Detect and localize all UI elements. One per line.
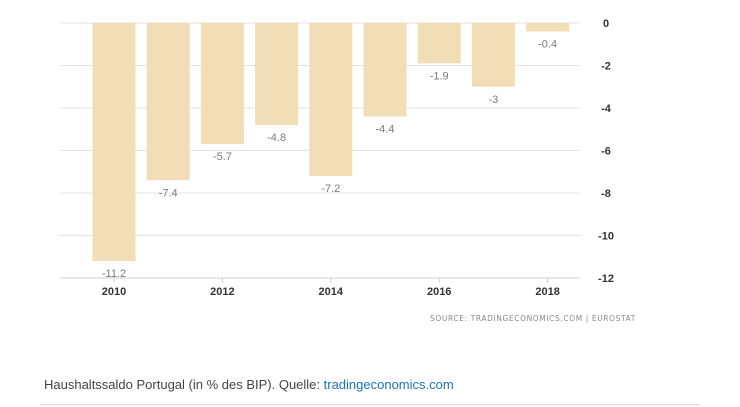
data-label: -11.2 <box>102 268 126 280</box>
bar <box>146 23 190 181</box>
chart-area: -11.2 -7.4 -5.7 -4.8 -7.2 -4.4 -1.9 -3 -0.4 2010 2… <box>60 18 636 323</box>
bar <box>92 23 136 261</box>
y-tick-label: -4 <box>601 103 612 115</box>
x-tick-label: 2014 <box>319 286 344 298</box>
x-tick-label: 2018 <box>535 286 559 298</box>
caption-text: Haushaltssaldo Portugal (in % des BIP). … <box>44 377 324 392</box>
y-tick-label: 0 <box>603 18 609 30</box>
bar-chart: -11.2 -7.4 -5.7 -4.8 -7.2 -4.4 -1.9 -3 -0.4 2010 2… <box>60 18 614 298</box>
y-tick-label: -12 <box>598 273 614 285</box>
data-label: -5.7 <box>213 151 232 163</box>
y-tick-label: -6 <box>601 146 611 158</box>
data-label: -7.4 <box>159 187 178 199</box>
data-label: -4.4 <box>376 124 395 136</box>
data-label: -4.8 <box>267 132 286 144</box>
bar <box>526 23 570 32</box>
data-label: -7.2 <box>321 183 340 195</box>
x-tick-label: 2016 <box>427 286 451 298</box>
bar <box>200 23 244 145</box>
data-label: -3 <box>489 94 499 106</box>
divider <box>40 404 700 405</box>
chart-source: SOURCE: TRADINGECONOMICS.COM | EUROSTAT <box>430 314 636 323</box>
x-tick-label: 2010 <box>102 286 126 298</box>
bar <box>471 23 515 87</box>
bar <box>363 23 407 117</box>
bar <box>417 23 461 64</box>
bar <box>309 23 353 176</box>
y-tick-label: -2 <box>601 61 611 73</box>
chart-caption: Haushaltssaldo Portugal (in % des BIP). … <box>44 377 454 392</box>
data-label: -1.9 <box>430 70 449 82</box>
y-tick-label: -8 <box>601 188 611 200</box>
bar <box>255 23 299 125</box>
caption-source-link[interactable]: tradingeconomics.com <box>323 377 454 392</box>
x-tick-label: 2012 <box>210 286 234 298</box>
y-tick-label: -10 <box>598 231 614 243</box>
data-label: -0.4 <box>538 39 557 51</box>
